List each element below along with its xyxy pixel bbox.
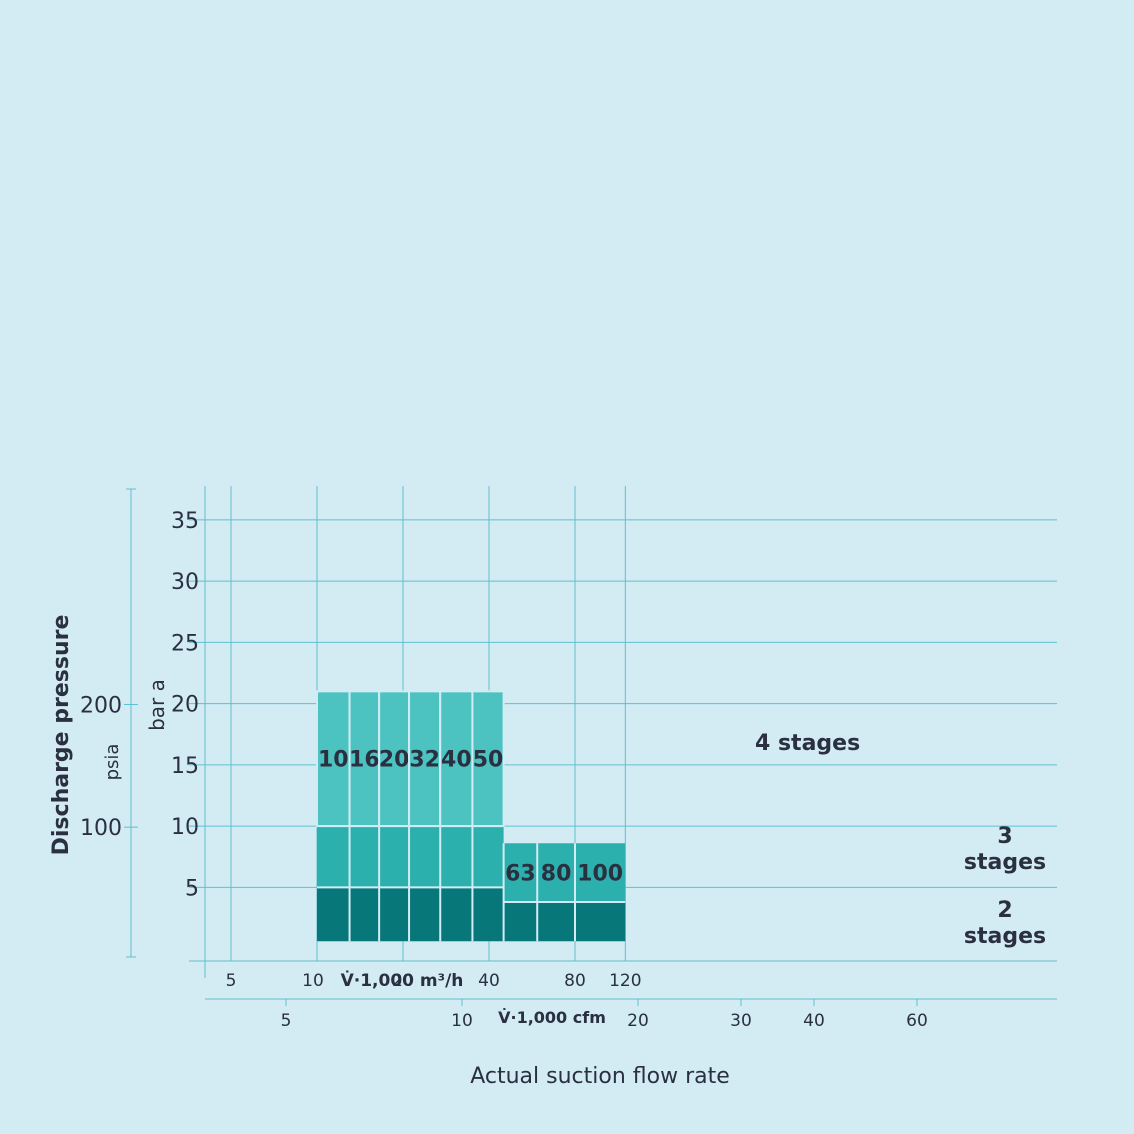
2-stages-segment-1 — [503, 902, 626, 942]
size-label-80: 80 — [541, 862, 572, 887]
size-label-10: 10 — [318, 748, 349, 773]
y-primary-unit-label: bar a — [145, 679, 169, 731]
y-tick-bar-15: 15 — [171, 754, 199, 779]
y-tick-bar-10: 10 — [171, 815, 199, 840]
stage-annotation-2: 2 stages — [964, 898, 1046, 949]
stage-regions: 10 16 20 32 40 50 63 80 100 — [316, 690, 626, 942]
x-tick-cfm-40: 40 — [803, 1011, 825, 1031]
x-tick-m3h-20: 20 — [392, 971, 414, 991]
x-tick-cfm-60: 60 — [906, 1011, 928, 1031]
x-tick-m3h-5: 5 — [226, 971, 237, 991]
x-tick-cfm-10: 10 — [451, 1011, 473, 1031]
x-tick-m3h-80: 80 — [564, 971, 586, 991]
y-tick-bar-20: 20 — [171, 693, 199, 718]
y-tick-psia-100: 100 — [80, 816, 122, 841]
y-axis-title: Discharge pressure — [49, 615, 74, 856]
3-stages-segment-0 — [317, 826, 504, 888]
stage-annotation-0: 4 stages — [755, 731, 860, 756]
y-tick-bar-5: 5 — [185, 876, 199, 901]
y-secondary-unit-label: psia — [102, 744, 123, 781]
x-tick-cfm-5: 5 — [281, 1011, 292, 1031]
size-label-40: 40 — [441, 748, 472, 773]
size-label-20: 20 — [379, 748, 410, 773]
x-tick-cfm-20: 20 — [627, 1011, 649, 1031]
3-stages-segment-3 — [575, 843, 626, 903]
size-label-16: 16 — [349, 748, 380, 773]
x-tick-m3h-10: 10 — [302, 971, 324, 991]
x-tick-cfm-30: 30 — [730, 1011, 752, 1031]
y-tick-bar-25: 25 — [171, 631, 199, 656]
y-tick-bar-35: 35 — [171, 509, 199, 534]
2-stages-segment-0 — [317, 887, 504, 942]
size-label-32: 32 — [409, 748, 440, 773]
x-primary-unit-label: V̇·1,000 m³/h — [341, 970, 464, 991]
3-stages-segment-1 — [503, 843, 538, 903]
size-label-63: 63 — [505, 862, 536, 887]
y-tick-psia-200: 200 — [80, 694, 122, 719]
x-tick-m3h-40: 40 — [478, 971, 500, 991]
size-label-100: 100 — [577, 862, 623, 887]
x-tick-m3h-120: 120 — [609, 971, 641, 991]
3-stages-segment-2 — [537, 843, 575, 903]
x-axis-title: Actual suction flow rate — [470, 1064, 730, 1089]
x-secondary-unit-label: V̇·1,000 cfm — [498, 1008, 606, 1027]
stage-annotation-1: 3 stages — [964, 824, 1046, 875]
size-label-50: 50 — [473, 748, 504, 773]
y-tick-bar-30: 30 — [171, 570, 199, 595]
4-stages-block-50 — [471, 690, 505, 828]
